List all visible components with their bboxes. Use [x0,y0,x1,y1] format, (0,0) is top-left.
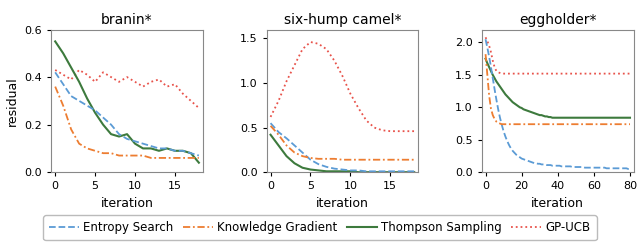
X-axis label: iteration: iteration [531,197,584,210]
X-axis label: iteration: iteration [316,197,369,210]
Y-axis label: residual: residual [6,76,19,126]
Title: six-hump camel*: six-hump camel* [284,13,401,27]
Legend: Entropy Search, Knowledge Gradient, Thompson Sampling, GP-UCB: Entropy Search, Knowledge Gradient, Thom… [44,215,596,240]
Title: branin*: branin* [101,13,153,27]
X-axis label: iteration: iteration [100,197,154,210]
Title: eggholder*: eggholder* [519,13,596,27]
